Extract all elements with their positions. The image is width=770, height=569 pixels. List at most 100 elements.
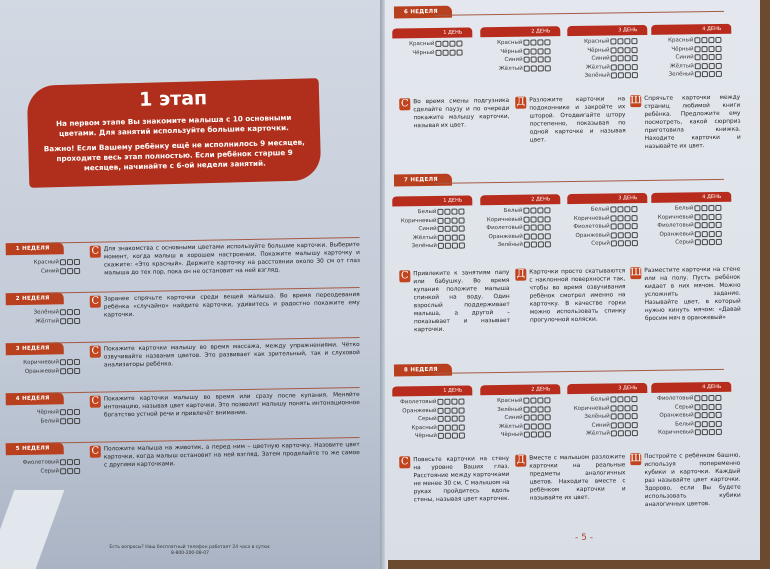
checkbox[interactable] [715,429,722,436]
checkbox[interactable] [708,62,715,69]
checkbox[interactable] [67,467,74,474]
checkbox[interactable] [694,222,701,229]
checkbox[interactable] [73,359,81,366]
checkbox[interactable] [544,397,551,404]
checkbox[interactable] [708,71,715,78]
checkbox[interactable] [437,243,444,250]
checkbox[interactable] [617,405,624,412]
checkbox[interactable] [610,206,617,213]
checkbox[interactable] [631,38,638,45]
checkbox[interactable] [617,240,624,247]
checkbox[interactable] [530,216,537,223]
checkbox[interactable] [701,54,708,61]
checkbox[interactable] [701,37,708,44]
checkbox[interactable] [451,415,458,422]
checkbox[interactable] [610,64,617,71]
checkbox[interactable] [701,230,708,237]
checkbox[interactable] [631,396,638,403]
checkbox[interactable] [523,56,530,63]
checkbox[interactable] [437,433,444,440]
checkbox[interactable] [451,398,458,405]
checkbox[interactable] [442,49,449,56]
checkbox[interactable] [530,423,537,430]
checkbox[interactable] [617,38,624,45]
checkbox[interactable] [624,231,631,239]
checkbox[interactable] [537,233,544,240]
checkbox[interactable] [631,404,638,411]
checkbox[interactable] [537,406,544,413]
checkbox[interactable] [537,414,544,421]
checkbox[interactable] [530,233,537,240]
checkbox[interactable] [435,49,442,56]
checkbox[interactable] [694,412,701,419]
checkbox[interactable] [694,429,701,436]
checkbox[interactable] [523,431,530,438]
checkbox[interactable] [544,39,551,46]
checkbox[interactable] [458,217,465,224]
checkbox[interactable] [610,396,617,403]
checkbox[interactable] [544,56,551,63]
checkbox[interactable] [624,421,631,429]
checkbox[interactable] [59,459,67,466]
checkbox[interactable] [444,407,451,414]
checkbox[interactable] [530,39,537,46]
checkbox[interactable] [444,432,451,440]
checkbox[interactable] [617,64,624,71]
checkbox[interactable] [537,241,544,248]
checkbox[interactable] [610,405,617,412]
checkbox[interactable] [708,45,715,52]
checkbox[interactable] [530,48,537,55]
checkbox[interactable] [437,234,444,241]
checkbox[interactable] [694,45,701,53]
checkbox[interactable] [60,367,67,375]
checkbox[interactable] [610,55,617,62]
checkbox[interactable] [610,430,617,437]
checkbox[interactable] [437,399,444,406]
checkbox[interactable] [537,207,544,214]
checkbox[interactable] [715,403,722,410]
checkbox[interactable] [458,242,465,249]
checkbox[interactable] [437,416,444,423]
checkbox[interactable] [544,423,551,430]
checkbox[interactable] [694,54,701,61]
checkbox[interactable] [708,403,715,410]
checkbox[interactable] [694,420,701,428]
checkbox[interactable] [631,231,638,238]
checkbox[interactable] [631,46,638,53]
checkbox[interactable] [437,209,444,216]
checkbox[interactable] [66,309,74,316]
checkbox[interactable] [617,206,624,213]
checkbox[interactable] [631,72,638,79]
checkbox[interactable] [708,230,715,237]
checkbox[interactable] [617,422,624,429]
checkbox[interactable] [67,367,74,374]
checkbox[interactable] [458,415,465,422]
checkbox[interactable] [701,213,708,220]
checkbox[interactable] [544,414,551,421]
checkbox[interactable] [444,242,451,250]
checkbox[interactable] [701,403,708,410]
checkbox[interactable] [523,414,530,421]
checkbox[interactable] [444,225,451,233]
checkbox[interactable] [449,40,456,47]
checkbox[interactable] [624,396,631,403]
checkbox[interactable] [523,65,530,72]
checkbox[interactable] [610,223,617,230]
checkbox[interactable] [451,208,458,215]
checkbox[interactable] [708,205,715,212]
checkbox[interactable] [631,55,638,62]
checkbox[interactable] [694,239,701,246]
checkbox[interactable] [523,241,530,248]
checkbox[interactable] [610,72,617,79]
checkbox[interactable] [458,234,465,241]
checkbox[interactable] [537,224,544,231]
checkbox[interactable] [617,430,624,437]
checkbox[interactable] [458,225,465,232]
checkbox[interactable] [451,242,458,249]
checkbox[interactable] [451,424,458,431]
checkbox[interactable] [701,205,708,212]
checkbox[interactable] [694,37,701,44]
checkbox[interactable] [631,214,638,221]
checkbox[interactable] [530,241,537,248]
checkbox[interactable] [610,422,617,429]
